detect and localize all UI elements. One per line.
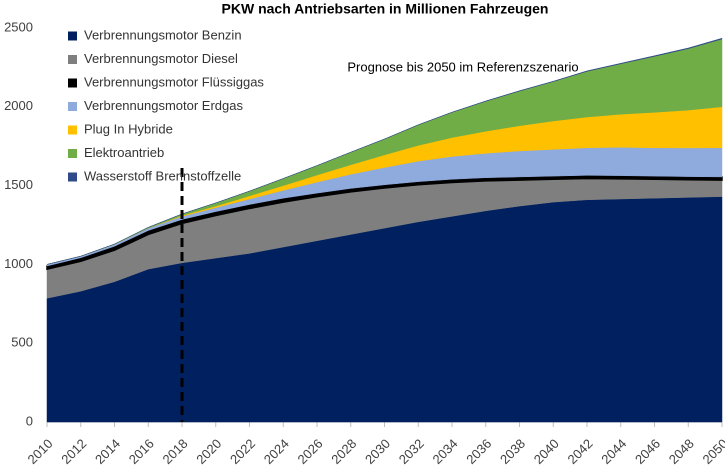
legend-swatch [68,102,77,111]
y-tick-label: 2500 [4,19,33,34]
y-tick-label: 500 [11,335,33,350]
x-tick-label: 2042 [564,436,595,467]
legend-swatch [68,55,77,64]
x-tick-label: 2030 [362,436,393,467]
x-tick-label: 2024 [261,436,292,467]
x-tick-label: 2012 [58,436,89,467]
x-tick-label: 2022 [227,436,258,467]
legend-label: Verbrennungsmotor Flüssiggas [84,74,264,89]
y-tick-label: 2000 [4,98,33,113]
legend-label: Verbrennungsmotor Diesel [84,51,238,66]
y-tick-label: 1500 [4,177,33,192]
x-tick-label: 2036 [463,436,494,467]
x-tick-label: 2040 [531,436,562,467]
x-tick-label: 2050 [699,436,725,467]
x-tick-label: 2020 [193,436,224,467]
legend-swatch [68,125,77,135]
x-tick-label: 2010 [24,436,55,467]
annotation: Prognose bis 2050 im Referenzszenario [347,59,578,74]
legend-swatch [68,78,77,88]
x-tick-label: 2046 [632,436,663,467]
legend-swatch [68,31,77,41]
x-tick-label: 2048 [666,436,697,467]
x-tick-label: 2044 [598,436,629,467]
legend-label: Wasserstoff Brennstoffzelle [84,168,241,183]
legend-label: Verbrennungsmotor Benzin [84,27,242,42]
legend: Verbrennungsmotor Benzin Verbrennungsmoto… [68,27,264,183]
y-tick-label: 1000 [4,256,33,271]
x-tick-label: 2034 [429,436,460,467]
x-tick-label: 2016 [126,436,157,467]
y-tick-label: 0 [26,413,33,428]
x-tick-label: 2028 [328,436,359,467]
x-tick-label: 2032 [396,436,427,467]
legend-label: Elektroantrieb [84,145,164,160]
x-tick-label: 2026 [294,436,325,467]
x-tick-label: 2038 [497,436,528,467]
legend-label: Plug In Hybride [84,121,173,136]
legend-swatch [68,149,77,158]
chart-title: PKW nach Antriebsarten in Millionen Fahr… [222,1,549,17]
legend-swatch [68,172,77,182]
x-tick-label: 2018 [159,436,190,467]
x-tick-label: 2014 [92,436,123,467]
legend-label: Verbrennungsmotor Erdgas [84,98,243,113]
area [46,37,723,265]
